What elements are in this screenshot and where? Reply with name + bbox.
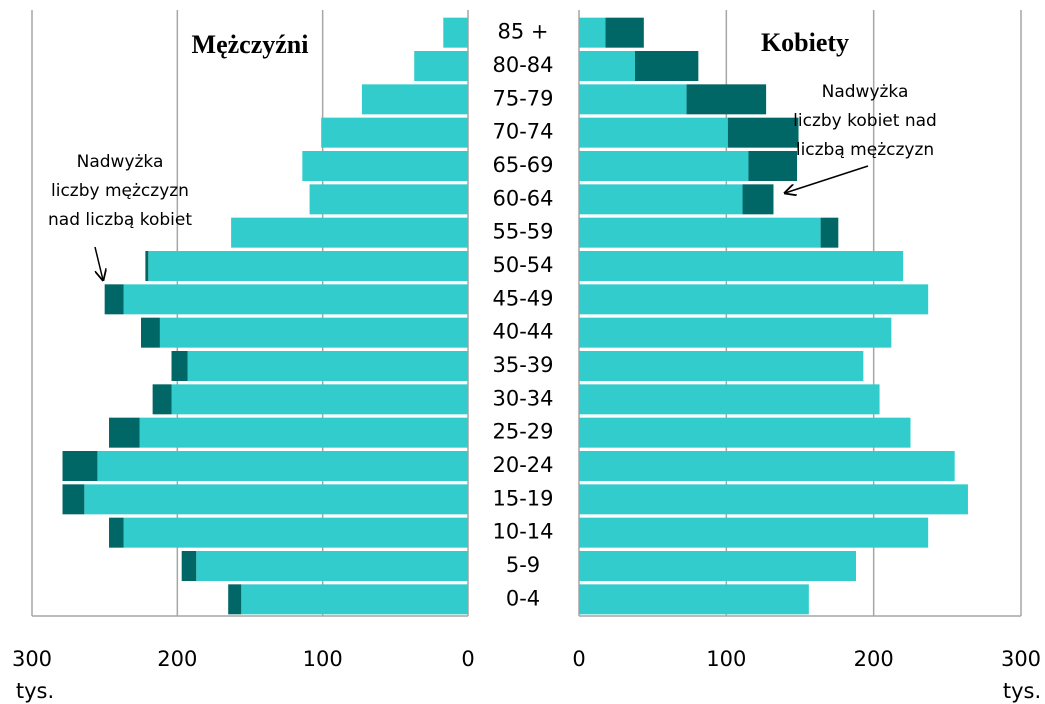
title-background (756, 25, 854, 59)
bar (579, 551, 856, 581)
category-label: 5-9 (506, 553, 540, 577)
category-label: 85 + (498, 20, 549, 44)
x-tick-label: 200 (854, 647, 894, 671)
x-axis-label: tys. (16, 679, 54, 703)
bar (152, 384, 172, 415)
category-label: 0-4 (506, 586, 540, 610)
bar (123, 284, 468, 315)
bar (241, 584, 468, 615)
bar (361, 84, 468, 115)
bar (62, 484, 85, 515)
bar (686, 84, 767, 115)
bar (579, 217, 821, 248)
bar (231, 217, 468, 248)
bar (109, 417, 140, 448)
bar (443, 17, 468, 48)
bar (139, 417, 468, 448)
bar (579, 351, 864, 381)
category-label: 30-34 (492, 386, 553, 410)
bar (141, 317, 160, 348)
bar (579, 17, 606, 48)
category-label: 65-69 (492, 153, 553, 177)
category-label: 45-49 (492, 286, 553, 310)
bar (145, 251, 149, 281)
annotation: liczbą mężczyzn (796, 140, 934, 160)
bar (181, 551, 197, 581)
bar (579, 584, 809, 615)
category-label: 20-24 (492, 453, 553, 477)
bar (579, 51, 635, 81)
bar (228, 584, 242, 615)
bar (579, 484, 968, 515)
bar (579, 384, 880, 415)
panel-title: Kobiety (761, 28, 849, 57)
annotation: nad liczbą kobiet (48, 210, 192, 230)
bar (302, 151, 468, 181)
category-label: 50-54 (492, 253, 553, 277)
x-tick-label: 100 (706, 647, 746, 671)
x-tick-label: 0 (461, 647, 474, 671)
annotation: Nadwyżka (822, 82, 909, 102)
bar (104, 284, 124, 315)
bar (579, 84, 687, 115)
annotation-arrow (94, 246, 103, 280)
bar (123, 517, 468, 548)
bar (820, 217, 839, 248)
bar (579, 517, 929, 548)
bar (171, 384, 468, 415)
category-label: 75-79 (492, 86, 553, 110)
annotation: liczby mężczyzn (51, 181, 189, 201)
category-label: 35-39 (492, 353, 553, 377)
bar (62, 451, 98, 481)
bar (148, 251, 468, 281)
x-tick-label: 200 (157, 647, 197, 671)
bar (196, 551, 468, 581)
panel-title: Mężczyźni (192, 30, 309, 59)
x-axis-label: tys. (1003, 679, 1041, 703)
category-label: 70-74 (492, 120, 553, 144)
category-label: 80-84 (492, 53, 553, 77)
bar (579, 451, 955, 481)
annotation: liczby kobiet nad (793, 111, 937, 131)
bar (579, 184, 743, 215)
bar (171, 351, 188, 381)
category-label: 25-29 (492, 420, 553, 444)
x-tick-label: 0 (572, 647, 585, 671)
bar (579, 417, 911, 448)
bar (84, 484, 468, 515)
bar (579, 284, 929, 315)
bar (309, 184, 468, 215)
category-label: 10-14 (492, 520, 553, 544)
bar (742, 184, 774, 215)
category-label: 60-64 (492, 186, 553, 210)
bar (579, 251, 904, 281)
bar (579, 151, 749, 181)
bar (321, 117, 468, 148)
category-label: 40-44 (492, 320, 553, 344)
title-background (187, 27, 313, 61)
x-tick-label: 300 (12, 647, 52, 671)
bar (605, 17, 644, 48)
bar (414, 51, 468, 81)
bar (748, 151, 798, 181)
bar (634, 51, 699, 81)
bar (97, 451, 469, 481)
annotation-arrow (785, 165, 869, 193)
x-tick-label: 300 (1001, 647, 1041, 671)
bar (727, 117, 799, 148)
category-label: 55-59 (492, 220, 553, 244)
bar (579, 317, 892, 348)
bar (159, 317, 469, 348)
bar (109, 517, 124, 548)
annotation: Nadwyżka (77, 152, 164, 172)
bar (187, 351, 469, 381)
x-tick-label: 100 (303, 647, 343, 671)
category-label: 15-19 (492, 486, 553, 510)
bar (579, 117, 728, 148)
